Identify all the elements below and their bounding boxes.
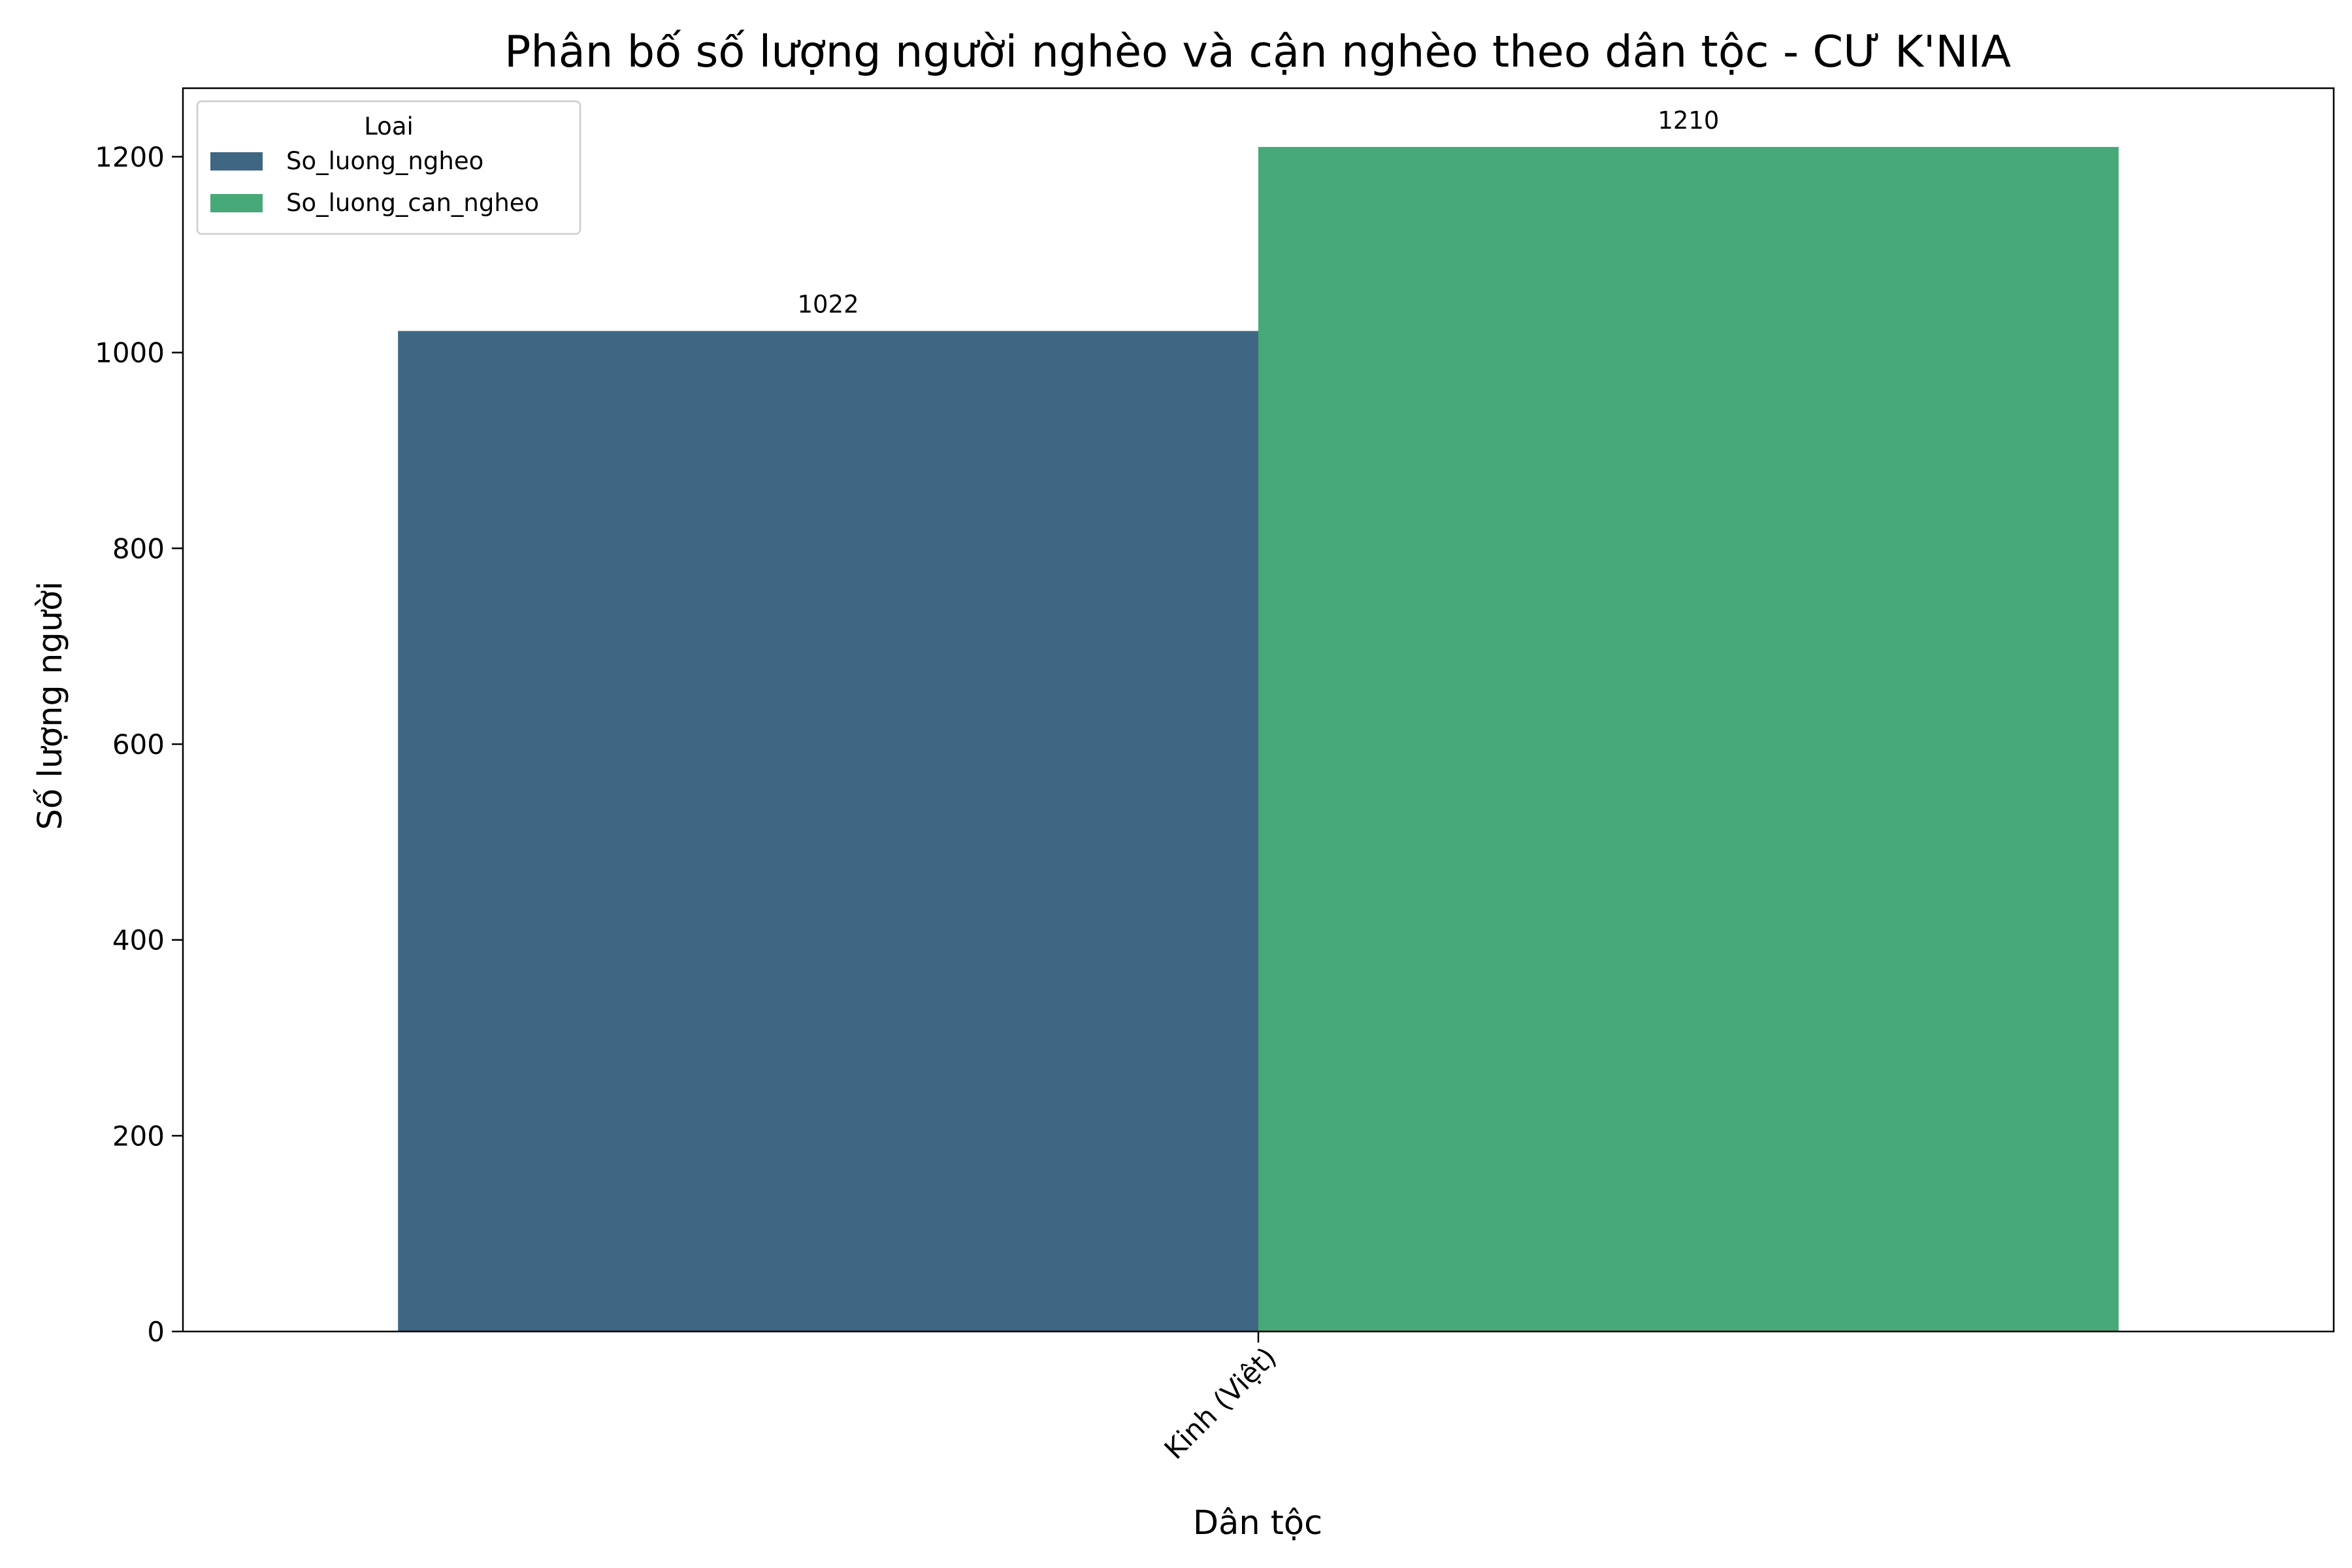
bar-So_luong_ngheo-0 — [398, 331, 1259, 1332]
y-axis-ticks: 0 200 400 600 800 1000 1200 — [95, 141, 183, 1348]
bar-So_luong_can_ngheo-0 — [1258, 146, 2119, 1331]
x-axis-ticks: Kinh (Việt) — [1158, 1331, 1282, 1465]
y-tick-label-4: 800 — [112, 532, 165, 564]
legend-swatch-So_luong_ngheo — [210, 152, 263, 171]
y-tick-label-6: 1200 — [95, 141, 165, 173]
legend-swatch-So_luong_can_ngheo — [210, 194, 263, 212]
y-tick-label-5: 1000 — [95, 337, 165, 369]
legend: Loai So_luong_ngheo So_luong_can_ngheo — [196, 100, 581, 235]
y-tick-label-0: 0 — [147, 1316, 165, 1348]
y-axis-label: Số lượng người — [31, 581, 70, 830]
y-tick-label-1: 200 — [112, 1120, 165, 1152]
x-tick-label-0: Kinh (Việt) — [1158, 1341, 1282, 1465]
legend-frame — [196, 100, 581, 235]
x-axis-label: Dân tộc — [1193, 1504, 1322, 1543]
legend-title: Loai — [364, 112, 414, 140]
y-tick-label-3: 600 — [112, 728, 165, 760]
y-tick-label-2: 400 — [112, 924, 165, 956]
plot-area: 1022 1210 — [182, 87, 2335, 1333]
data-label-So_luong_can_ngheo-0: 1210 — [1658, 106, 1719, 135]
chart-title: Phân bố số lượng người nghèo và cận nghè… — [504, 26, 2011, 77]
legend-entry-So_luong_ngheo: So_luong_ngheo — [286, 147, 483, 175]
legend-entry-So_luong_can_ngheo: So_luong_can_ngheo — [286, 189, 539, 217]
data-label-So_luong_ngheo-0: 1022 — [798, 291, 859, 319]
